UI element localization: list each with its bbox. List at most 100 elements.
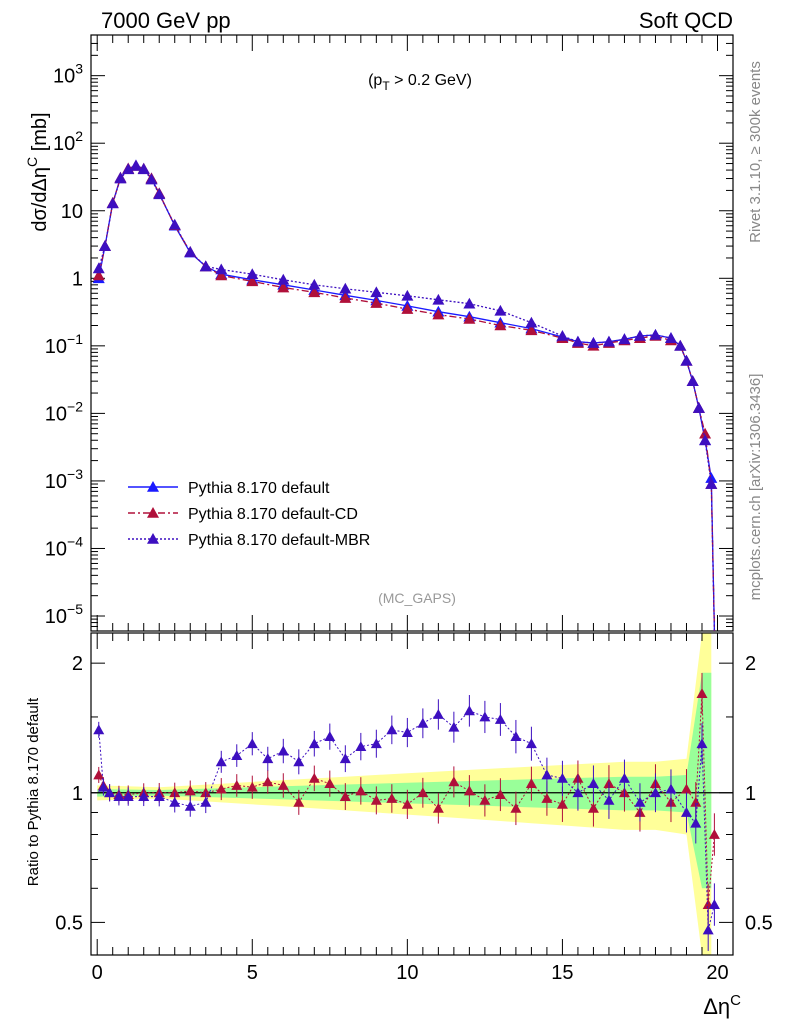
ratio-panel: 0 5 10 15 20 0.5 0.5 1 1 2 2 bbox=[55, 632, 773, 984]
main-series-2-point bbox=[680, 354, 693, 366]
ratio-series-1-point bbox=[708, 899, 720, 909]
main-series-2-point bbox=[686, 375, 699, 386]
main-y-tick-label: 10−4 bbox=[45, 533, 83, 560]
main-y-tick-label: 10−5 bbox=[45, 601, 83, 628]
main-series-1-point bbox=[525, 324, 538, 336]
ratio-y-tick-label-right: 1 bbox=[745, 783, 756, 805]
main-frame bbox=[90, 34, 734, 632]
main-series-2-point bbox=[129, 159, 142, 171]
ratio-series-1-point bbox=[231, 750, 243, 760]
main-series-2-point bbox=[556, 329, 569, 341]
ratio-series-0-point bbox=[370, 794, 382, 805]
ratio-series-0-point bbox=[690, 796, 702, 807]
main-series-1-point bbox=[699, 427, 712, 439]
ratio-series-1-point bbox=[690, 817, 702, 828]
main-series-1-point bbox=[246, 275, 259, 287]
ratio-series-0-point bbox=[355, 785, 367, 796]
ratio-series-1-point bbox=[308, 738, 320, 749]
ratio-series-1-point bbox=[184, 800, 196, 811]
main-y-tick-label: 10 bbox=[61, 201, 83, 223]
ratio-series-0-point bbox=[184, 785, 196, 796]
ratio-series-1-point bbox=[417, 717, 429, 728]
ratio-series-1-point bbox=[525, 738, 537, 749]
main-series-2-point bbox=[571, 335, 584, 347]
main-series-2-point bbox=[705, 478, 718, 489]
ratio-uncertainty-band-1 bbox=[97, 672, 712, 889]
main-y-tick-label: 1 bbox=[72, 268, 83, 290]
ratio-series-1-point bbox=[634, 796, 646, 807]
ratio-series-0-point bbox=[308, 772, 320, 783]
ratio-series-0-point bbox=[339, 791, 351, 801]
main-y-tick-label: 102 bbox=[53, 128, 83, 155]
ratio-series-1-point bbox=[680, 806, 692, 817]
header-left: 7000 GeV pp bbox=[101, 8, 231, 33]
main-y-tick-label: 103 bbox=[53, 61, 83, 88]
main-y-tick-label: 10−1 bbox=[45, 331, 83, 358]
main-series-2-point bbox=[692, 402, 705, 413]
ratio-series-0-point bbox=[708, 829, 720, 839]
ratio-series-1-point bbox=[665, 783, 677, 794]
x-tick-label: 5 bbox=[247, 962, 258, 984]
ratio-series-1-point bbox=[401, 727, 413, 737]
main-series-2-point bbox=[145, 173, 158, 185]
x-tick-label: 15 bbox=[551, 962, 573, 984]
ratio-series-1-point bbox=[339, 753, 351, 764]
main-series-2-point bbox=[277, 273, 290, 285]
ratio-series-0-point bbox=[432, 802, 444, 813]
main-series-2-point bbox=[114, 172, 127, 184]
main-series-2-point bbox=[106, 197, 119, 209]
main-series-line-0 bbox=[98, 164, 716, 632]
ratio-y-axis-label: Ratio to Pythia 8.170 default bbox=[25, 697, 42, 886]
ratio-y-tick-label-right: 2 bbox=[745, 653, 756, 675]
ratio-series-1-point bbox=[370, 738, 382, 749]
main-series-2-point bbox=[199, 260, 212, 272]
ratio-series-1-point bbox=[138, 791, 150, 801]
ratio-series-1-point bbox=[104, 787, 116, 798]
legend-label: Pythia 8.170 default-MBR bbox=[188, 532, 370, 549]
ratio-series-1-point bbox=[649, 787, 661, 798]
legend-label: Pythia 8.170 default-CD bbox=[188, 506, 358, 523]
legend-swatch-marker bbox=[147, 507, 159, 518]
ratio-series-0-point bbox=[262, 776, 274, 787]
ratio-series-1-point bbox=[293, 756, 305, 767]
ratio-series-0-point bbox=[293, 796, 305, 807]
main-series-1-point bbox=[432, 308, 445, 320]
ratio-series-0-point bbox=[696, 688, 708, 698]
legend-label: Pythia 8.170 default bbox=[188, 480, 330, 497]
ratio-series-0-point bbox=[401, 798, 413, 809]
main-series-2-point bbox=[674, 339, 687, 351]
mcplots-label: mcplots.cern.ch [arXiv:1306.3436] bbox=[747, 374, 764, 601]
ratio-series-1-point bbox=[696, 738, 708, 749]
ratio-series-0-point bbox=[525, 778, 537, 789]
main-y-tick-label: 10−3 bbox=[45, 466, 83, 493]
header-right: Soft QCD bbox=[639, 8, 733, 33]
ratio-series-0-point bbox=[510, 802, 522, 813]
ratio-series-0-point bbox=[541, 792, 553, 803]
pt-cut-annotation: (pT > 0.2 GeV) bbox=[368, 72, 472, 93]
main-series-1-point bbox=[277, 281, 290, 293]
legend-swatch-marker bbox=[147, 533, 159, 544]
legend-swatch-marker bbox=[147, 481, 159, 492]
main-series-2-point bbox=[339, 282, 352, 294]
ratio-series-0-point bbox=[93, 769, 105, 780]
main-series-2-point bbox=[308, 278, 321, 290]
ratio-series-0-point bbox=[277, 779, 289, 790]
ratio-series-0-point bbox=[215, 783, 227, 794]
main-series-2-point bbox=[602, 335, 615, 347]
main-y-axis-label: dσ/dΔηC [mb] bbox=[24, 112, 51, 231]
main-series-2-point bbox=[215, 263, 228, 275]
ratio-series-0-point bbox=[246, 781, 258, 792]
main-series-2-point bbox=[92, 262, 105, 274]
ratio-series-1-point bbox=[494, 713, 506, 724]
ratio-series-0-point bbox=[479, 794, 491, 805]
main-series-2-point bbox=[122, 163, 135, 175]
ratio-series-1-point bbox=[97, 781, 109, 792]
ratio-series-1-point bbox=[153, 791, 165, 801]
main-series-2-point bbox=[633, 329, 646, 341]
ratio-y-tick-label: 2 bbox=[72, 653, 83, 675]
ratio-series-1-point bbox=[277, 745, 289, 756]
ratio-series-0-point bbox=[386, 792, 398, 803]
main-series-2-point bbox=[401, 289, 414, 301]
main-series-2-point bbox=[246, 268, 259, 279]
